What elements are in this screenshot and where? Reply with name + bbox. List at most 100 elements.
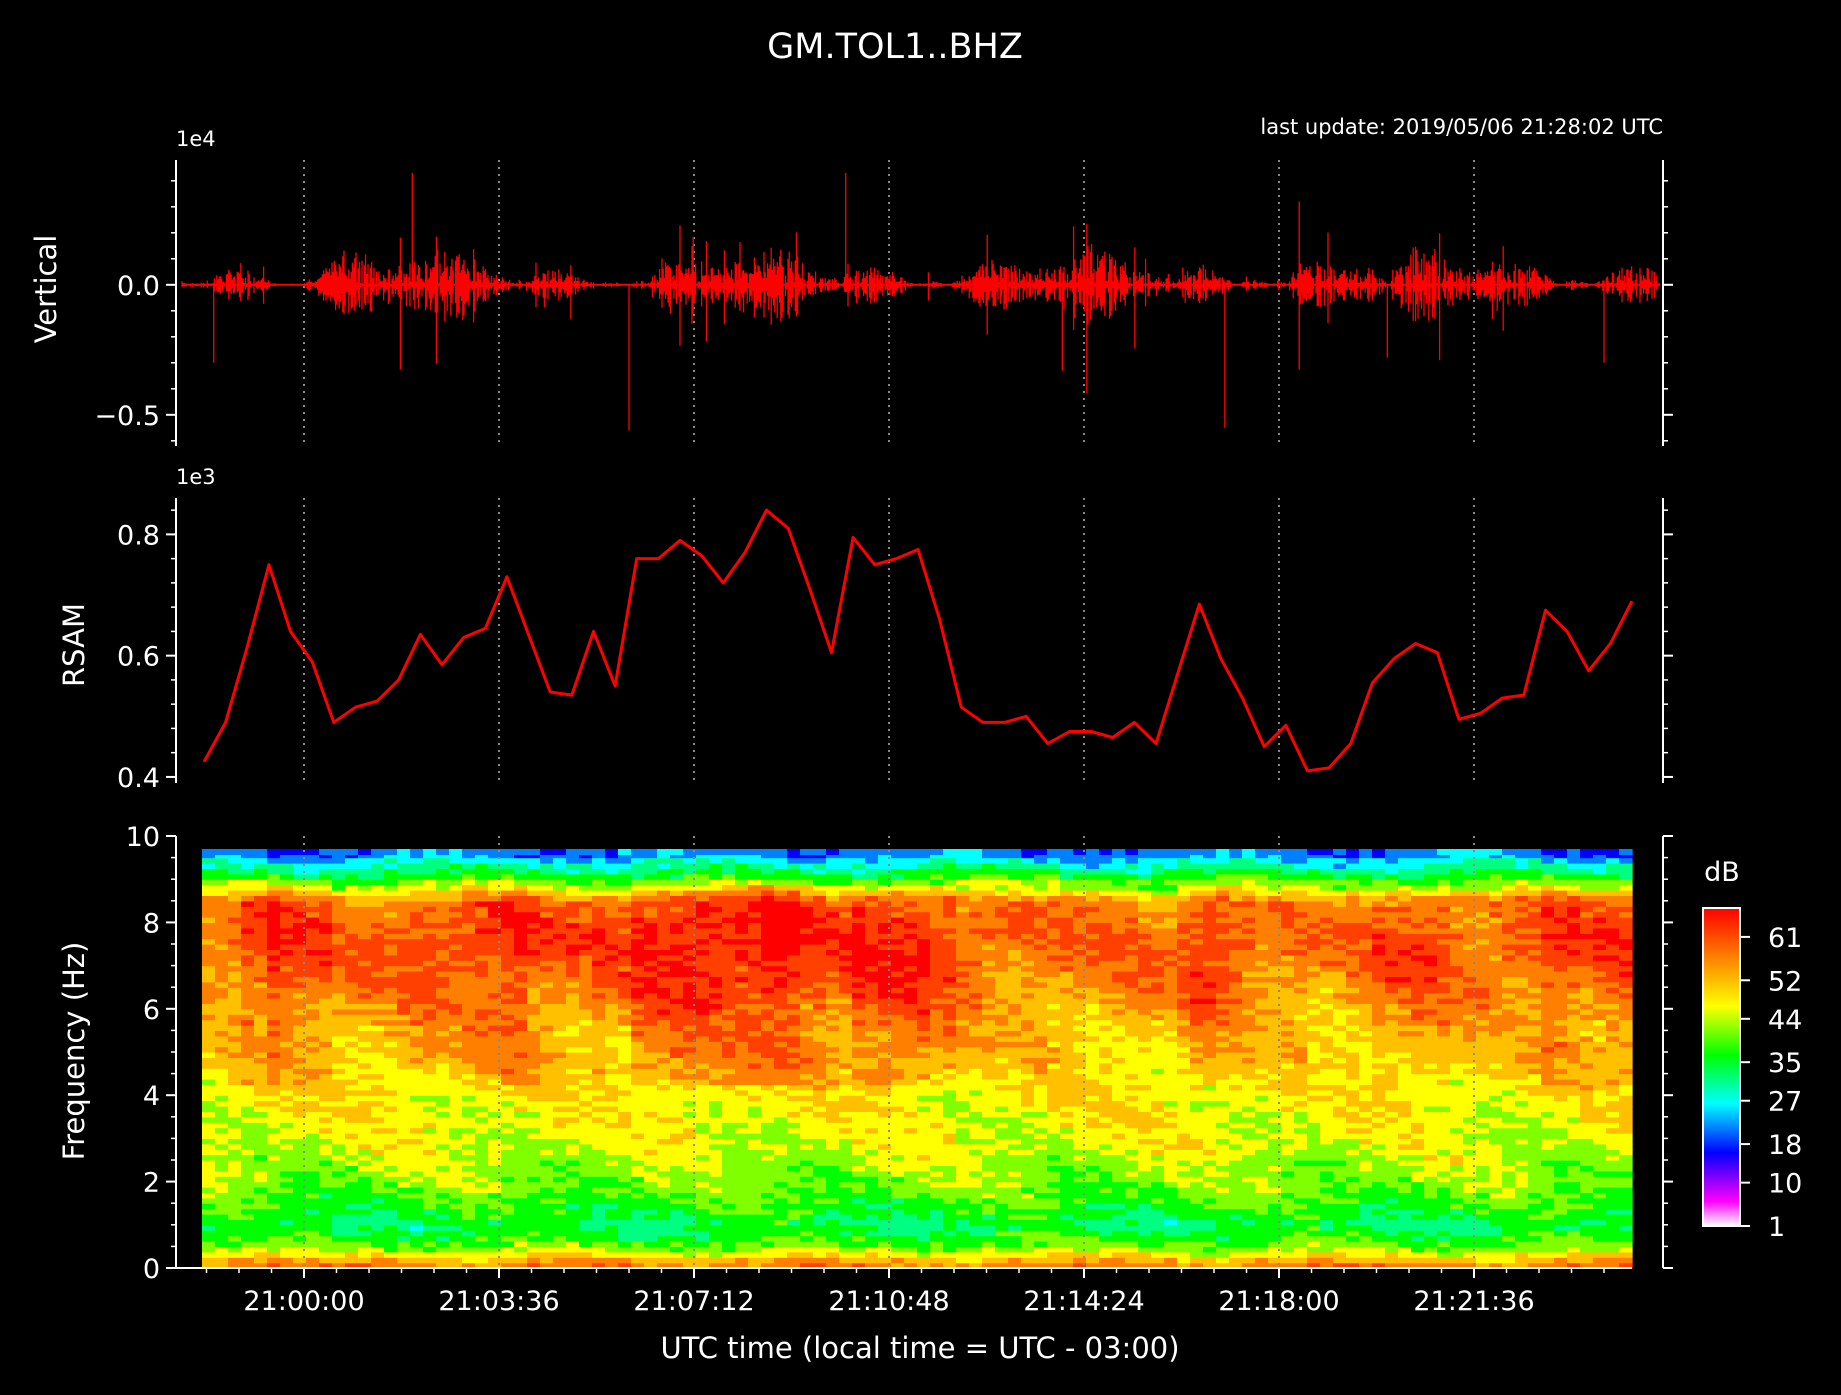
- spectrogram-cell: [709, 868, 723, 875]
- spectrogram-cell: [709, 987, 723, 994]
- spectrogram-cell: [592, 1057, 606, 1064]
- spectrogram-cell: [332, 944, 346, 950]
- spectrogram-cell: [566, 1052, 580, 1058]
- spectrogram-cell: [605, 1149, 619, 1156]
- spectrogram-cell: [514, 1154, 528, 1161]
- spectrogram-cell: [280, 992, 294, 999]
- spectrogram-cell: [241, 1089, 255, 1096]
- spectrogram-cell: [631, 933, 645, 940]
- spectrogram-cell: [774, 1062, 788, 1069]
- spectrogram-cell: [982, 890, 996, 896]
- spectrogram-cell: [228, 1235, 242, 1242]
- spectrogram-cell: [488, 954, 502, 961]
- spectrogram-cell: [202, 1246, 216, 1253]
- spectrogram-cell: [826, 1046, 840, 1053]
- spectrogram-cell: [410, 1241, 424, 1247]
- spectrogram-cell: [644, 1133, 658, 1139]
- spectrogram-cell: [202, 1095, 216, 1102]
- spectrogram-cell: [631, 1192, 645, 1199]
- spectrogram-cell: [683, 1073, 697, 1080]
- spectrogram-cell: [280, 1170, 294, 1177]
- spectrogram-cell: [605, 895, 619, 902]
- spectrogram-cell: [423, 900, 437, 907]
- spectrogram-cell: [228, 1257, 242, 1264]
- spectrogram-cell: [540, 938, 554, 945]
- spectrogram-cell: [384, 857, 398, 864]
- spectrogram-cell: [670, 1230, 684, 1237]
- spectrogram-cell: [579, 1149, 593, 1156]
- spectrogram-cell: [735, 938, 749, 945]
- spectrogram-cell: [371, 1246, 385, 1253]
- spectrogram-cell: [241, 1106, 255, 1112]
- spectrogram-cell: [657, 960, 671, 967]
- spectrogram-cell: [475, 1116, 489, 1123]
- spectrogram-cell: [332, 949, 346, 956]
- spectrogram-cell: [670, 900, 684, 907]
- spectrogram-cell: [462, 879, 476, 886]
- spectrogram-cell: [410, 863, 424, 869]
- spectrogram-cell: [696, 1019, 710, 1026]
- spectrogram-cell: [527, 998, 541, 1004]
- spectrogram-cell: [956, 900, 970, 907]
- spectrogram-cell: [384, 971, 398, 977]
- spectrogram-cell: [709, 863, 723, 869]
- spectrogram-cell: [735, 849, 749, 855]
- spectrogram-cell: [917, 944, 931, 950]
- spectrogram-cell: [657, 906, 671, 913]
- spectrogram-cell: [345, 944, 359, 950]
- spectrogram-cell: [553, 927, 567, 934]
- spectrogram-cell: [501, 1224, 515, 1231]
- spectrogram-cell: [332, 895, 346, 902]
- spectrogram-cell: [488, 1160, 502, 1166]
- spectrogram-cell: [761, 981, 775, 988]
- spectrogram-cell: [904, 965, 918, 972]
- spectrogram-cell: [280, 1149, 294, 1156]
- spectrogram-cell: [514, 1230, 528, 1237]
- spectrogram-cell: [943, 873, 957, 880]
- spectrogram-cell: [540, 954, 554, 961]
- spectrogram-cell: [423, 852, 437, 859]
- spectrogram-cell: [982, 1100, 996, 1107]
- spectrogram-cell: [566, 1230, 580, 1237]
- spectrogram-cell: [462, 1149, 476, 1156]
- spectrogram-cell: [904, 1057, 918, 1064]
- spectrogram-cell: [475, 1133, 489, 1139]
- spectrogram-cell: [488, 1041, 502, 1048]
- spectrogram-cell: [813, 895, 827, 902]
- y-tick-label: 0.0: [117, 271, 160, 302]
- spectrogram-cell: [592, 1035, 606, 1042]
- spectrogram-cell: [709, 1262, 723, 1269]
- spectrogram-cell: [384, 1008, 398, 1015]
- spectrogram-cell: [787, 900, 801, 907]
- spectrogram-cell: [579, 1062, 593, 1069]
- spectrogram-cell: [228, 1143, 242, 1150]
- spectrogram-cell: [241, 949, 255, 956]
- spectrogram-cell: [982, 1214, 996, 1220]
- spectrogram-cell: [436, 938, 450, 945]
- spectrogram-cell: [267, 1192, 281, 1199]
- spectrogram-cell: [865, 1122, 879, 1129]
- spectrogram-cell: [540, 917, 554, 923]
- spectrogram-cell: [852, 1008, 866, 1015]
- spectrogram-cell: [735, 1165, 749, 1172]
- spectrogram-cell: [475, 1138, 489, 1145]
- spectrogram-cell: [904, 944, 918, 950]
- spectrogram-cell: [761, 1262, 775, 1269]
- spectrogram-cell: [449, 868, 463, 875]
- spectrogram-cell: [683, 944, 697, 950]
- spectrogram-cell: [592, 987, 606, 994]
- spectrogram-cell: [540, 981, 554, 988]
- spectrogram-cell: [423, 857, 437, 864]
- spectrogram-cell: [774, 987, 788, 994]
- spectrogram-cell: [462, 884, 476, 891]
- spectrogram-cell: [202, 1030, 216, 1037]
- spectrogram-cell: [995, 971, 1009, 977]
- spectrogram-cell: [696, 1262, 710, 1269]
- spectrogram-cell: [748, 1008, 762, 1015]
- spectrogram-cell: [371, 933, 385, 940]
- spectrogram-cell: [618, 1008, 632, 1015]
- spectrogram-cell: [774, 1203, 788, 1210]
- spectrogram-cell: [475, 873, 489, 880]
- spectrogram-cell: [306, 1030, 320, 1037]
- spectrogram-cell: [631, 1057, 645, 1064]
